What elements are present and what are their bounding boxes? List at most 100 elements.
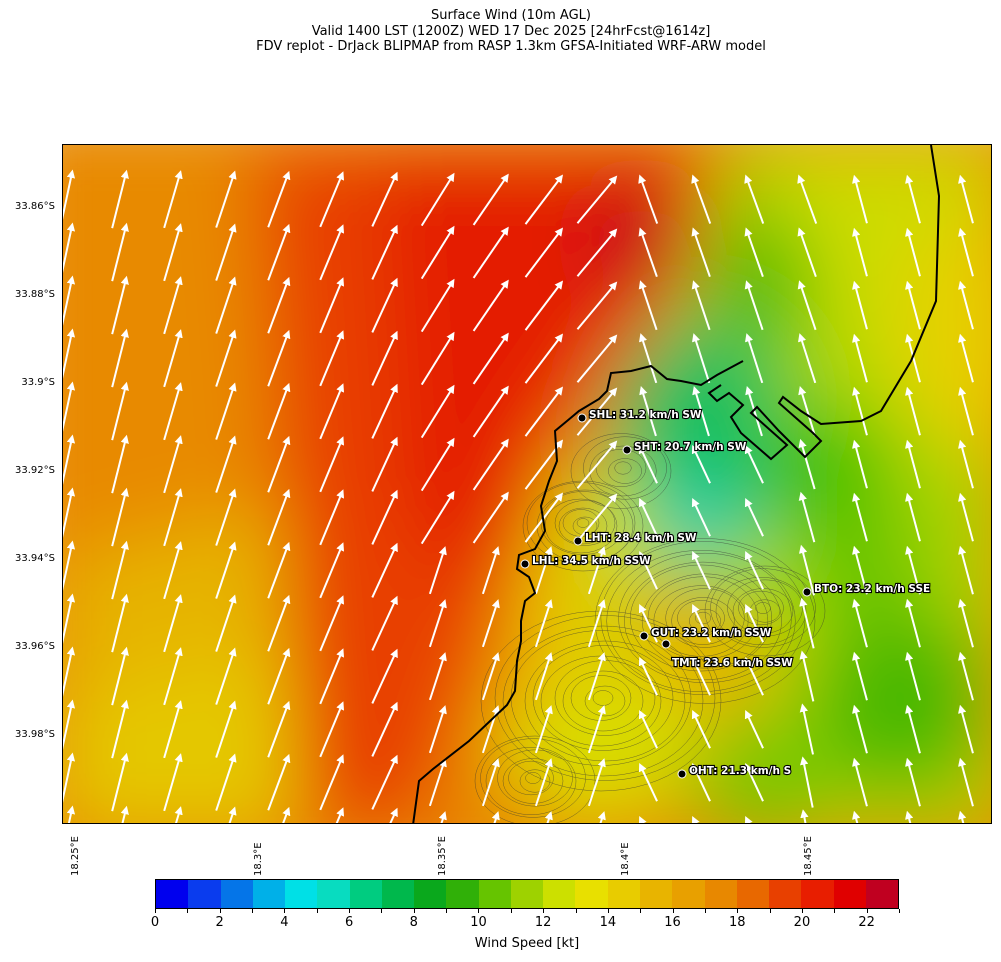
wind-arrow-icon — [691, 497, 711, 537]
station-marker-icon[interactable] — [661, 639, 671, 649]
wind-arrow-icon — [472, 332, 509, 385]
colorbar-tick — [866, 909, 868, 913]
wind-map[interactable]: SHL: 31.2 km/h SW SHT: 20.7 km/h SW LHT: 2… — [62, 144, 992, 824]
wind-arrow-icon — [797, 280, 817, 331]
wind-arrow-icon — [472, 491, 509, 544]
wind-arrow-icon — [215, 276, 237, 334]
wind-arrow-icon — [638, 280, 658, 331]
wind-arrow-icon — [481, 599, 500, 648]
wind-arrow-icon — [691, 444, 711, 484]
wind-arrow-icon — [371, 224, 398, 280]
colorbar-segment — [607, 880, 640, 908]
station-oht[interactable]: OHT: 21.3 km/h S — [677, 764, 792, 779]
station-gut[interactable]: GUT: 23.2 km/h SSW — [639, 626, 773, 641]
station-bto[interactable]: BTO: 23.2 km/h SSE — [802, 582, 931, 597]
wind-arrow-icon — [319, 489, 345, 546]
wind-arrow-icon — [371, 595, 398, 651]
colorbar-segment — [510, 880, 544, 908]
wind-arrow-icon — [852, 545, 868, 595]
wind-arrow-icon — [111, 328, 129, 388]
wind-arrow-icon — [111, 434, 129, 494]
wind-arrow-icon — [163, 382, 183, 441]
latitude-label: 33.92°S — [15, 465, 55, 476]
wind-arrow-icon — [905, 598, 921, 648]
colorbar-segment — [381, 880, 415, 908]
wind-arrow-icon — [576, 387, 618, 436]
wind-arrow-icon — [267, 488, 291, 546]
wind-arrow-icon — [481, 546, 500, 595]
wind-arrow-icon — [420, 225, 455, 280]
colorbar-tick — [769, 909, 771, 913]
wind-arrow-icon — [576, 281, 618, 330]
station-marker-icon[interactable] — [520, 559, 530, 569]
wind-arrow-icon — [267, 170, 291, 228]
station-marker-icon[interactable] — [802, 587, 812, 597]
colorbar-tick-label: 8 — [409, 915, 418, 930]
wind-arrow-icon — [215, 647, 237, 705]
colorbar-tick-label: 2 — [215, 915, 224, 930]
wind-arrow-icon — [420, 331, 455, 386]
colorbar-tick-label: 0 — [150, 915, 160, 930]
wind-arrow-icon — [267, 647, 291, 705]
wind-arrow-icon — [215, 753, 237, 811]
colorbar-tick — [737, 909, 739, 913]
colorbar-segment — [704, 880, 737, 908]
colorbar-tick-label: 22 — [858, 915, 875, 930]
wind-arrow-icon — [267, 753, 291, 811]
station-sht[interactable]: SHT: 20.7 km/h SW — [622, 440, 748, 455]
colorbar-segment — [769, 880, 802, 908]
wind-arrow-icon — [638, 709, 658, 749]
wind-arrow-icon — [472, 385, 509, 438]
wind-arrow-icon — [852, 439, 868, 489]
station-marker-icon[interactable] — [639, 631, 649, 641]
wind-arrow-icon — [744, 444, 764, 484]
wind-arrow-icon — [638, 550, 658, 590]
station-marker-icon[interactable] — [677, 769, 687, 779]
wind-arrow-icon — [215, 223, 237, 281]
wind-arrow-icon — [335, 807, 345, 823]
colorbar-segment — [220, 880, 253, 908]
wind-arrow-icon — [799, 597, 815, 649]
colorbar-tick — [834, 909, 836, 913]
wind-arrow-icon — [163, 329, 183, 388]
longitude-label: 18.3°E — [253, 842, 264, 876]
latitude-label: 33.94°S — [15, 553, 55, 564]
wind-arrow-icon — [800, 809, 809, 823]
wind-arrow-icon — [472, 438, 509, 491]
colorbar-tick — [284, 909, 286, 913]
wind-arrow-icon — [163, 276, 183, 335]
wind-arrow-icon — [691, 174, 712, 224]
station-lhl[interactable]: LHL: 34.5 km/h SSW — [520, 554, 652, 569]
station-tmt[interactable]: TMT: 23.6 km/h SSW — [661, 639, 794, 670]
wind-arrow-icon — [163, 170, 183, 229]
colorbar-tick — [155, 909, 156, 913]
wind-arrow-icon — [428, 599, 447, 648]
wind-arrow-icon — [798, 491, 816, 543]
wind-arrow-icon — [111, 169, 129, 229]
wind-arrow-icon — [267, 594, 291, 652]
wind-arrow-icon — [639, 333, 658, 384]
colorbar-tick-label: 20 — [793, 915, 811, 930]
wind-arrow-icon — [215, 329, 237, 387]
wind-arrow-icon — [267, 329, 291, 387]
longitude-label: 18.4°E — [620, 842, 631, 876]
wind-arrow-icon — [638, 656, 658, 696]
wind-arrow-icon — [576, 440, 618, 489]
wind-arrow-icon — [267, 223, 291, 281]
wind-arrow-icon — [544, 811, 553, 823]
wind-arrow-icon — [638, 174, 659, 224]
wind-arrow-icon — [63, 646, 76, 697]
wind-arrow-icon — [63, 381, 76, 432]
station-marker-icon[interactable] — [573, 536, 583, 546]
station-marker-icon[interactable] — [622, 445, 632, 455]
wind-arrow-icon — [319, 648, 345, 705]
station-marker-icon[interactable] — [577, 413, 587, 423]
colorbar-tick — [187, 909, 189, 913]
wind-arrow-icon — [524, 333, 564, 384]
wind-arrow-icon — [215, 594, 237, 652]
station-lht[interactable]: LHT: 28.4 km/h SW — [573, 531, 698, 546]
colorbar-tick — [640, 909, 642, 913]
station-shl[interactable]: SHL: 31.2 km/h SW — [577, 408, 703, 423]
colorbar-tick-label: 10 — [470, 915, 487, 930]
wind-arrow-icon — [319, 224, 345, 281]
